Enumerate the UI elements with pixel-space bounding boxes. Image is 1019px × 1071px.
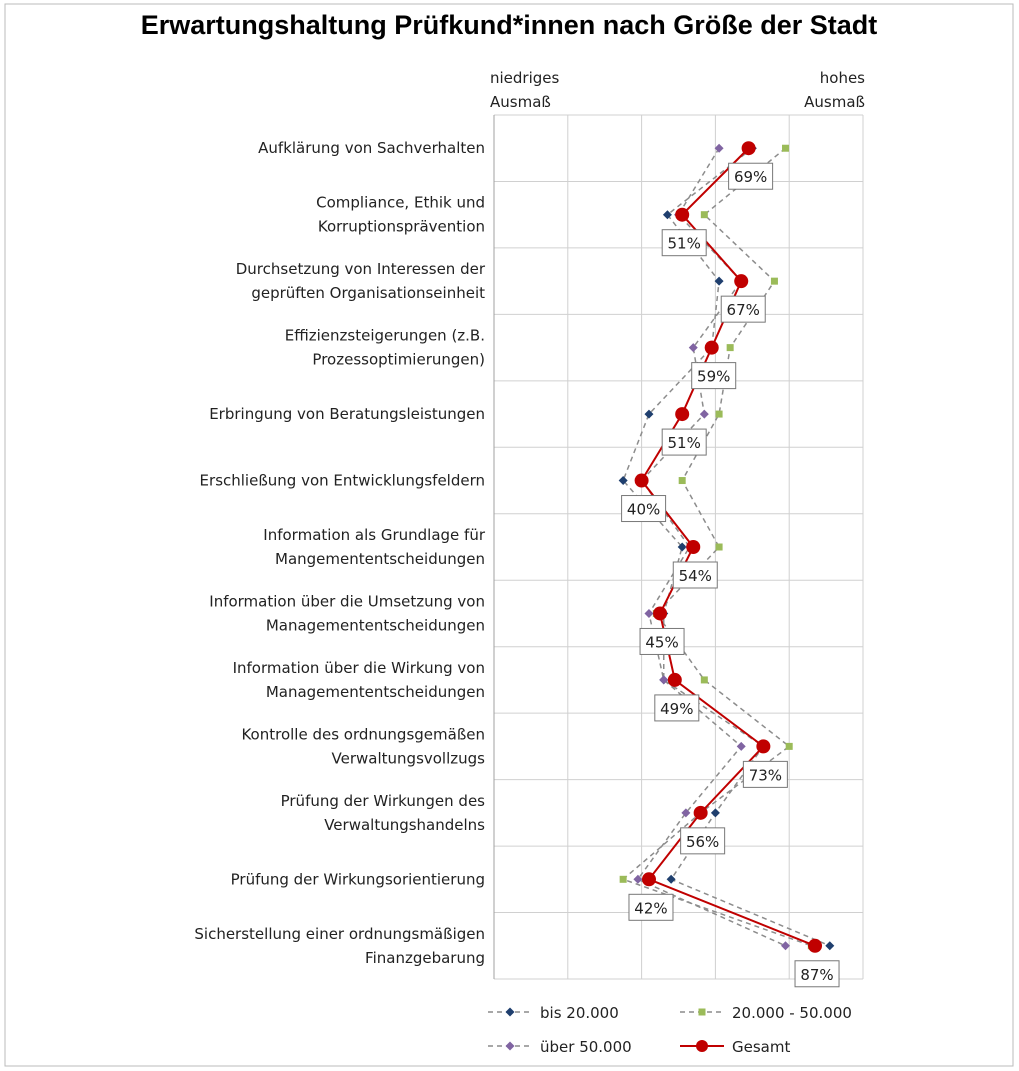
marker xyxy=(770,277,778,285)
value-label-box xyxy=(672,561,718,589)
category-label: Erbringung von Beratungsleistungen xyxy=(209,405,485,423)
value-label-box xyxy=(661,428,707,456)
marker xyxy=(644,409,654,419)
category-label: Kontrolle des ordnungsgemäßen Verwaltungs… xyxy=(241,725,485,767)
value-label-box xyxy=(691,362,737,390)
category-label: Sicherstellung einer ordnungsmäßigen Fina… xyxy=(194,924,485,966)
value-label-box xyxy=(680,827,726,855)
marker xyxy=(714,276,724,286)
marker xyxy=(756,739,771,754)
marker xyxy=(693,805,708,820)
series-line xyxy=(636,147,786,947)
value-label: 51% xyxy=(668,234,701,252)
marker xyxy=(696,1040,708,1052)
value-label: 73% xyxy=(749,766,782,784)
marker xyxy=(633,874,643,884)
category-label: Information über die Umsetzung von Manage… xyxy=(209,592,485,634)
marker xyxy=(659,675,669,685)
category-label: Compliance, Ethik und Korruptionspräventi… xyxy=(316,193,485,235)
marker xyxy=(710,808,720,818)
marker xyxy=(808,938,823,953)
value-label: 87% xyxy=(800,965,833,983)
marker xyxy=(699,409,709,419)
category-label: Prüfung der Wirkungen des Verwaltungshand… xyxy=(281,791,486,833)
category-label: Prüfung der Wirkungsorientierung xyxy=(231,870,485,888)
value-label: 45% xyxy=(645,633,678,651)
marker xyxy=(634,473,649,488)
marker xyxy=(675,207,690,222)
value-label: 51% xyxy=(668,434,701,452)
value-label-box xyxy=(661,229,707,257)
category-label: Aufklärung von Sachverhalten xyxy=(258,139,485,157)
marker xyxy=(662,210,672,220)
marker xyxy=(714,143,724,153)
legend-item: 20.000 - 50.000 xyxy=(680,1004,852,1022)
value-label-box xyxy=(639,627,685,655)
value-label-box xyxy=(728,162,774,190)
value-label-box xyxy=(654,694,700,722)
marker xyxy=(700,211,708,219)
marker xyxy=(698,1008,706,1016)
marker xyxy=(619,875,627,883)
marker xyxy=(741,141,756,156)
legend-label: Gesamt xyxy=(732,1038,790,1056)
legend-item: bis 20.000 xyxy=(488,1004,619,1022)
marker xyxy=(688,343,698,353)
value-label-box xyxy=(628,893,674,921)
legend-item: über 50.000 xyxy=(488,1038,632,1056)
marker xyxy=(782,144,790,152)
axis-label-low: niedriges Ausmaß xyxy=(490,69,560,111)
category-label: Information über die Wirkung von Manageme… xyxy=(233,658,485,700)
category-label: Effizienzsteigerungen (z.B. Prozessoptimi… xyxy=(285,326,485,368)
marker xyxy=(781,941,791,951)
frame xyxy=(4,3,1014,1067)
legend-item: Gesamt xyxy=(680,1038,790,1056)
marker xyxy=(505,1007,515,1017)
marker xyxy=(677,542,687,552)
marker xyxy=(736,741,746,751)
marker xyxy=(505,1041,515,1051)
value-label-box xyxy=(621,495,667,523)
marker xyxy=(666,874,676,884)
value-label: 67% xyxy=(727,301,760,319)
value-label: 59% xyxy=(697,367,730,385)
marker xyxy=(641,872,656,887)
marker xyxy=(644,608,654,618)
value-label-box xyxy=(794,960,840,988)
marker xyxy=(726,344,734,352)
marker xyxy=(785,742,793,750)
value-label-box xyxy=(742,760,788,788)
marker xyxy=(618,476,628,486)
value-label: 54% xyxy=(679,567,712,585)
value-label: 56% xyxy=(686,832,719,850)
axis-label-high: hohes Ausmaß xyxy=(804,69,865,111)
category-label: Erschließung von Entwicklungsfeldern xyxy=(200,471,485,489)
value-label: 49% xyxy=(660,699,693,717)
value-label: 69% xyxy=(734,168,767,186)
marker xyxy=(715,410,723,418)
marker xyxy=(667,672,682,687)
value-label: 42% xyxy=(634,899,667,917)
series: 69% 51% 67% 59% 51% 40% 54% 45% 49% 73% 56% 42% 87% xyxy=(621,141,840,988)
marker xyxy=(715,543,723,551)
marker xyxy=(678,477,686,485)
chart-title: Erwartungshaltung Prüfkund*innen nach Gr… xyxy=(141,10,878,40)
marker xyxy=(681,808,691,818)
marker xyxy=(734,274,749,289)
marker xyxy=(675,407,690,422)
category-label: Information als Grundlage für Mangementen… xyxy=(263,526,486,568)
legend-label: 20.000 - 50.000 xyxy=(732,1004,852,1022)
marker xyxy=(704,340,719,355)
value-label: 40% xyxy=(627,500,660,518)
marker xyxy=(686,540,701,554)
marker xyxy=(825,941,835,951)
marker xyxy=(700,676,708,684)
category-label: Durchsetzung von Interessen der geprüften… xyxy=(236,260,486,302)
value-label-box xyxy=(720,295,766,323)
series-line xyxy=(622,147,831,947)
marker xyxy=(653,606,668,621)
legend-label: über 50.000 xyxy=(540,1038,632,1056)
legend-label: bis 20.000 xyxy=(540,1004,619,1022)
